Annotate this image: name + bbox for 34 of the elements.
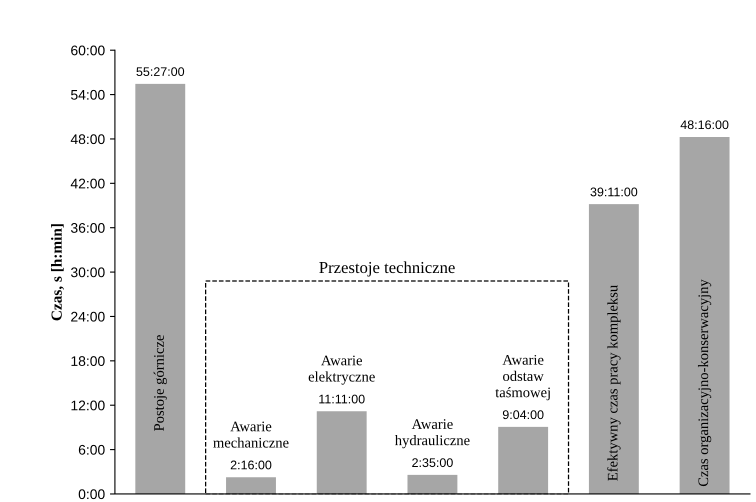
y-tick-label: 42:00 (70, 178, 105, 188)
bar (588, 204, 639, 494)
data-label: 9:04:00 (502, 410, 544, 420)
y-axis-title: Czas, s [h:min] (51, 224, 64, 320)
data-label: 11:11:00 (319, 394, 365, 404)
x-tick-label: Efektywny czas pracy kompleksu (607, 285, 621, 481)
x-tick-label: Awarie mechaniczne (213, 422, 289, 448)
bar (407, 474, 458, 494)
y-tick-label: 12:00 (71, 400, 105, 410)
data-label: 55:27:00 (136, 67, 184, 76)
x-tick-label: Awarie odstaw taśmowej (495, 354, 550, 400)
bar (135, 84, 186, 494)
x-tick-label: Awarie elektryczne (308, 356, 375, 385)
x-tick-label: Czas organizacyjno-konserwacyjny (698, 279, 712, 486)
y-tick-label: 60:00 (71, 46, 105, 56)
bar (498, 426, 548, 494)
data-label: 2:35:00 (412, 458, 453, 468)
y-tick-label: 54:00 (70, 90, 105, 100)
y-tick-label: 30:00 (70, 267, 105, 278)
bar (680, 136, 730, 494)
data-label: 39:11:00 (590, 188, 638, 196)
x-tick-label: Awarie hydrauliczne (394, 419, 470, 448)
annotation: Przestoje techniczne (319, 261, 455, 277)
y-tick-label: 0:00 (78, 489, 105, 500)
bar (316, 411, 367, 494)
x-tick-label: Postoje górnicze (154, 335, 167, 432)
y-tick-label: 6:00 (78, 444, 105, 455)
data-label: 2:16:00 (230, 460, 272, 470)
y-tick-label: 48:00 (70, 134, 105, 144)
data-label: 48:16:00 (680, 120, 728, 130)
y-tick-label: 18:00 (71, 356, 105, 366)
y-tick-label: 36:00 (70, 223, 105, 233)
bar (226, 477, 276, 494)
y-tick-label: 24:00 (71, 312, 105, 322)
